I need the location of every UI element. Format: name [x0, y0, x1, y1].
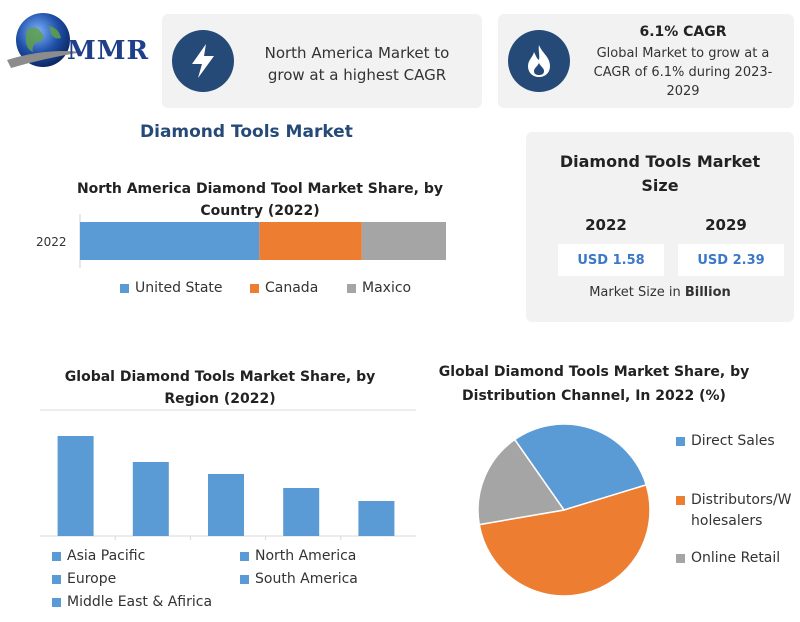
bar-segment-maxico	[361, 222, 446, 260]
highlight-card-north-america: North America Market to grow at a highes…	[162, 14, 482, 108]
unit-prefix: Market Size in	[589, 285, 685, 300]
lightning-bolt-icon	[172, 30, 234, 92]
logo-text: MMR	[67, 36, 150, 66]
bar-asia-pacific	[57, 436, 94, 536]
legend-swatch	[676, 436, 685, 446]
country-stacked-bar-chart: 2022	[36, 214, 446, 268]
legend-label: Direct Sales	[691, 433, 775, 449]
year-2029: 2029	[705, 216, 747, 234]
bar-north-america	[208, 474, 244, 536]
bar-europe	[132, 462, 169, 536]
legend-south-america: South America	[240, 571, 358, 587]
highlight-text: North America Market to grow at a highes…	[264, 44, 450, 84]
bar-segment-united-state	[80, 222, 260, 260]
legend-swatch	[52, 597, 61, 607]
legend-europe: Europe	[52, 571, 116, 587]
legend-swatch	[676, 496, 685, 505]
value-2029: USD 2.39	[678, 244, 784, 276]
main-title: Diamond Tools Market	[140, 122, 353, 142]
legend-direct-sales: Direct Sales	[676, 433, 775, 449]
legend-label: Distributors/W holesalers	[691, 492, 792, 529]
legend-label: Europe	[67, 571, 117, 587]
bar-middle-east-afirica	[358, 501, 395, 536]
legend-label: Online Retail	[691, 550, 781, 566]
cagr-title: 6.1% CAGR	[639, 24, 727, 40]
region-bar-chart	[40, 409, 416, 540]
legend-distributors: Distributors/W holesalers	[676, 490, 792, 532]
legend-north-america: North America	[240, 548, 356, 564]
legend-label: Maxico	[362, 280, 412, 296]
legend-swatch	[250, 283, 259, 293]
market-size-card: Diamond Tools Market Size 2022 2029 USD …	[526, 132, 794, 322]
legend-swatch	[120, 283, 129, 293]
legend-label: Middle East & Afirica	[67, 594, 213, 610]
logo: MMR	[5, 8, 155, 78]
legend-swatch	[52, 574, 61, 584]
pie-slice-direct-sales	[513, 423, 648, 511]
legend-online-retail: Online Retail	[676, 550, 780, 566]
flame-icon	[508, 30, 570, 92]
legend-canada: Canada	[250, 280, 318, 296]
legend-label: Asia Pacific	[67, 548, 146, 564]
legend-middle-east-africa: Middle East & Afirica	[52, 594, 212, 610]
region-chart-title: Global Diamond Tools Market Share, by Re…	[64, 369, 376, 407]
legend-united-state: United State	[120, 280, 223, 296]
channel-pie-chart	[477, 423, 651, 597]
legend-label: United State	[135, 280, 223, 296]
legend-swatch	[347, 283, 356, 293]
legend-label: Canada	[265, 280, 319, 296]
bar-segment-canada	[259, 222, 362, 260]
pie-slice-online-retail	[477, 438, 566, 526]
legend-asia-pacific: Asia Pacific	[52, 548, 145, 564]
value-2022: USD 1.58	[558, 244, 664, 276]
legend-label: South America	[255, 571, 358, 587]
legend-swatch	[240, 551, 249, 561]
year-2022: 2022	[585, 216, 627, 234]
unit-bold: Billion	[684, 285, 731, 300]
legend-swatch	[240, 574, 249, 584]
globe-logo-icon	[7, 13, 83, 68]
channel-chart-title: Global Diamond Tools Market Share, by Di…	[438, 364, 750, 404]
legend-label: North America	[255, 548, 357, 564]
category-label: 2022	[36, 235, 67, 249]
market-size-title: Diamond Tools Market Size	[559, 152, 761, 195]
country-chart-title: North America Diamond Tool Market Share,…	[76, 181, 444, 219]
cagr-text: Global Market to grow at a CAGR of 6.1% …	[593, 46, 773, 99]
market-size-unit: Market Size in Billion	[546, 285, 774, 300]
bar-south-america	[283, 488, 320, 536]
legend-swatch	[676, 553, 685, 563]
pie-slice-distributors-wholesalers	[478, 483, 651, 597]
legend-swatch	[52, 551, 61, 561]
highlight-card-cagr: 6.1% CAGR Global Market to grow at a CAG…	[498, 14, 794, 108]
legend-maxico: Maxico	[347, 280, 411, 296]
